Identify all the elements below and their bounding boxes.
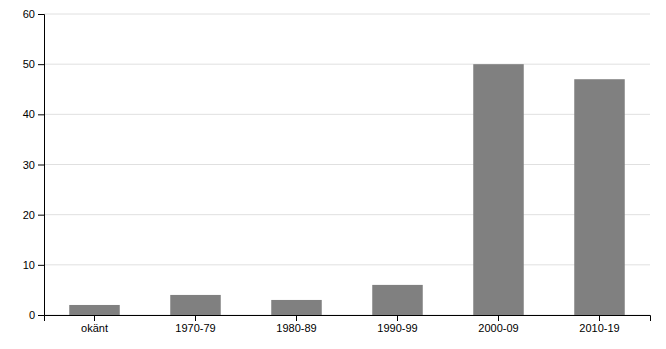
x-tick-label: 1990-99 <box>377 322 417 334</box>
y-tick-label: 30 <box>23 159 35 171</box>
x-tick-mark <box>397 315 398 321</box>
x-tick-label: 1980-89 <box>276 322 316 334</box>
x-tick: 2000-09 <box>478 315 518 334</box>
y-tick-mark <box>38 64 44 65</box>
grid-line <box>44 214 650 215</box>
y-axis-line <box>38 15 45 316</box>
grid-line <box>44 14 650 15</box>
grid-line <box>44 264 650 265</box>
y-tick-label: 60 <box>23 8 35 20</box>
y-tick: 0 <box>29 309 44 321</box>
x-axis-line <box>45 316 651 322</box>
y-tick: 20 <box>23 209 44 221</box>
x-tick: okänt <box>81 315 108 334</box>
grid-line <box>44 64 650 65</box>
x-tick-label: 2000-09 <box>478 322 518 334</box>
x-tick-mark <box>94 315 95 321</box>
y-tick-mark <box>38 114 44 115</box>
x-tick-mark <box>195 315 196 321</box>
y-tick: 40 <box>23 108 44 120</box>
y-tick-mark <box>38 215 44 216</box>
grid-line <box>44 114 650 115</box>
y-tick-label: 20 <box>23 209 35 221</box>
x-tick: 1970-79 <box>175 315 215 334</box>
x-tick: 2010-19 <box>579 315 619 334</box>
y-tick-label: 10 <box>23 259 35 271</box>
x-tick-mark <box>599 315 600 321</box>
y-tick: 50 <box>23 58 44 70</box>
y-tick: 60 <box>23 8 44 20</box>
chart-container: 0 10 20 30 40 50 60 okänt 1970-79 1980-89 1990-99 2… <box>0 0 666 349</box>
y-tick-mark <box>38 165 44 166</box>
bar <box>372 285 423 315</box>
x-tick: 1980-89 <box>276 315 316 334</box>
bar <box>170 295 221 315</box>
x-tick-label: 1970-79 <box>175 322 215 334</box>
y-axis: 0 10 20 30 40 50 60 <box>23 8 45 321</box>
x-tick-label: 2010-19 <box>579 322 619 334</box>
bar <box>473 64 524 315</box>
y-tick-label: 0 <box>29 309 35 321</box>
y-tick: 10 <box>23 259 44 271</box>
y-tick: 30 <box>23 159 44 171</box>
x-tick: 1990-99 <box>377 315 417 334</box>
grid <box>44 14 650 315</box>
y-tick-mark <box>38 265 44 266</box>
y-tick-label: 40 <box>23 108 35 120</box>
y-tick-mark <box>38 14 44 15</box>
x-tick-mark <box>498 315 499 321</box>
chart-svg: 0 10 20 30 40 50 60 okänt 1970-79 1980-89 1990-99 2… <box>0 0 666 349</box>
bar <box>69 305 120 315</box>
grid-line <box>44 164 650 165</box>
bars <box>69 64 625 315</box>
x-tick-label: okänt <box>81 322 108 334</box>
x-axis: okänt 1970-79 1980-89 1990-99 2000-09 2010-19 <box>45 315 651 334</box>
plot-area: 0 10 20 30 40 50 60 okänt 1970-79 1980-89 1990-99 2… <box>23 8 651 334</box>
x-tick-mark <box>296 315 297 321</box>
y-tick-mark <box>38 315 44 316</box>
bar <box>271 300 322 315</box>
bar <box>574 79 625 315</box>
y-tick-label: 50 <box>23 58 35 70</box>
